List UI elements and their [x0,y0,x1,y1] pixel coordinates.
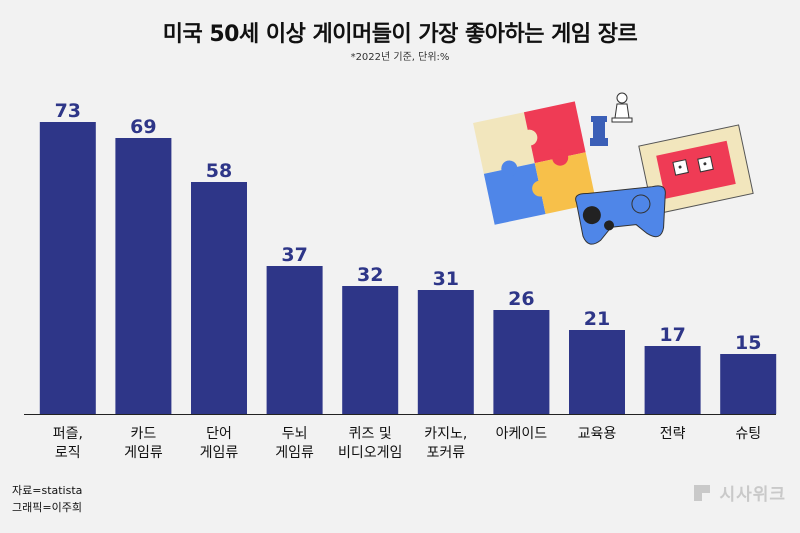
category-label: 퍼즐, [53,426,83,442]
bar [266,266,323,414]
brand-mark-icon [694,484,711,501]
bar [191,182,247,414]
data-label: 73 [55,100,81,122]
bar [569,330,625,414]
data-label: 17 [659,324,685,346]
category-label: 포커류 [426,445,465,461]
data-label: 26 [508,288,534,310]
data-label: 37 [281,244,307,266]
data-label: 32 [357,264,383,286]
chart-subtitle: *2022년 기준, 단위:% [350,52,450,63]
data-label: 58 [206,160,232,182]
category-label: 로직 [55,445,81,461]
category-label: 카지노, [424,426,467,442]
category-label: 전략 [660,426,686,442]
category-label: 아케이드 [496,426,548,442]
category-label: 교육용 [578,426,617,442]
data-label: 69 [130,116,156,138]
brand-logo: 시사위크 [691,480,786,505]
data-label: 21 [584,308,610,330]
category-label: 카드 [131,426,157,442]
category-label: 두뇌 [282,426,308,442]
graphic-credit: 그래픽=이주희 [12,501,82,514]
source-note: 자료=statista [12,484,83,497]
bar [493,310,550,414]
bar [39,122,96,414]
brand-name: 시사위크 [719,485,786,505]
data-label: 15 [735,332,761,354]
category-label: 슈팅 [735,426,761,442]
category-label: 퀴즈 및 [349,426,392,442]
category-label: 게임류 [200,445,239,461]
game-controller-icon [575,185,666,245]
board-game-icon [638,124,754,216]
chess-rook-icon [590,116,608,146]
data-label: 31 [433,268,459,290]
category-label: 게임류 [124,445,163,461]
bar [342,286,399,414]
bar [720,354,777,414]
category-label: 단어 [206,426,232,442]
bar [417,290,474,414]
category-label: 비디오게임 [338,445,402,461]
bar [115,138,172,414]
chart-title: 미국 50세 이상 게이머들이 가장 좋아하는 게임 장르 [162,22,638,47]
bar [644,346,701,414]
chess-pawn-icon [611,92,633,123]
category-label: 게임류 [275,445,314,461]
game-illustration [473,92,754,245]
